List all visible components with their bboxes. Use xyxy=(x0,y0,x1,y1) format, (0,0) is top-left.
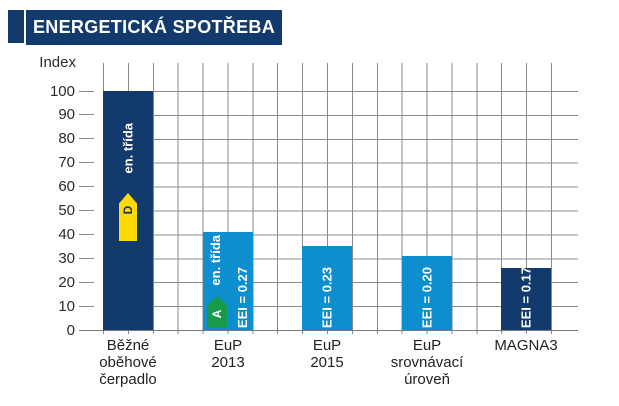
y-tick-40: 40 xyxy=(30,225,94,243)
tick-mark xyxy=(79,233,94,235)
y-tick-10: 10 xyxy=(30,297,94,315)
x-label-eup-srovnavaci-uroven: EuP srovnávací úroveň xyxy=(390,337,464,388)
energy-class-text: en. třída xyxy=(208,235,223,286)
y-tick-label: 80 xyxy=(58,130,75,148)
y-tick-label: 60 xyxy=(58,178,75,196)
bar-magna3: EEI = 0.17 xyxy=(501,266,551,330)
eei-value-label: EEI = 0.27 xyxy=(235,266,250,328)
y-tick-100: 100 xyxy=(30,82,94,100)
energy-class-a-arrow-icon: A xyxy=(207,296,227,328)
x-label-bezne-obehove-cerpadlo: Běžné oběhové čerpadlo xyxy=(99,337,157,388)
x-label-eup-2015: EuP 2015 xyxy=(310,337,344,371)
tick-mark xyxy=(79,114,94,116)
bar-eup-2015: EEI = 0.23 xyxy=(302,246,352,330)
y-tick-label: 100 xyxy=(49,82,75,100)
y-tick-label: 40 xyxy=(58,225,75,243)
chart-title-box: ENERGETICKÁ SPOTŘEBA xyxy=(26,10,282,45)
y-tick-80: 80 xyxy=(30,130,94,148)
y-tick-60: 60 xyxy=(30,178,94,196)
page-edge-block xyxy=(8,10,24,43)
y-tick-label: 90 xyxy=(58,106,75,124)
eei-value-label: EEI = 0.23 xyxy=(319,266,335,328)
tick-mark xyxy=(79,281,94,283)
x-axis-baseline xyxy=(79,330,578,331)
x-label-eup-2013: EuP 2013 xyxy=(211,337,245,371)
bar-bezne-obehove-cerpadlo: en. třída D xyxy=(103,91,153,330)
tick-mark xyxy=(79,305,94,307)
y-tick-label: 20 xyxy=(58,273,75,291)
energy-class-text: en. třída xyxy=(120,123,136,174)
eei-value-label: EEI = 0.17 xyxy=(518,266,534,328)
y-tick-label: 70 xyxy=(58,154,75,172)
bar-eup-2013: en. třída A EEI = 0.27 xyxy=(203,232,253,330)
tick-mark xyxy=(79,90,94,92)
y-tick-50: 50 xyxy=(30,202,94,219)
y-tick-label: 10 xyxy=(58,297,75,315)
energy-class-d-arrow-icon: D xyxy=(119,193,137,241)
y-tick-30: 30 xyxy=(30,249,94,267)
energy-class-letter: A xyxy=(210,309,224,319)
tick-mark xyxy=(79,210,94,211)
y-tick-label: 30 xyxy=(58,249,75,267)
y-tick-90: 90 xyxy=(30,106,94,124)
tick-mark xyxy=(79,186,94,188)
tick-mark xyxy=(79,257,94,259)
chart-title: ENERGETICKÁ SPOTŘEBA xyxy=(32,17,276,37)
energy-class-letter: D xyxy=(121,205,135,215)
y-tick-20: 20 xyxy=(30,273,94,291)
y-tick-label: 50 xyxy=(58,202,75,219)
y-tick-label: 0 xyxy=(66,321,75,339)
x-label-magna3: MAGNA3 xyxy=(494,337,558,354)
tick-mark xyxy=(79,138,94,140)
y-axis-label: Index xyxy=(39,54,76,71)
y-tick-70: 70 xyxy=(30,154,94,172)
tick-mark xyxy=(79,162,94,164)
bar-eup-srovnavaci-uroven: EEI = 0.20 xyxy=(402,256,452,330)
eei-value-label: EEI = 0.20 xyxy=(419,266,435,328)
